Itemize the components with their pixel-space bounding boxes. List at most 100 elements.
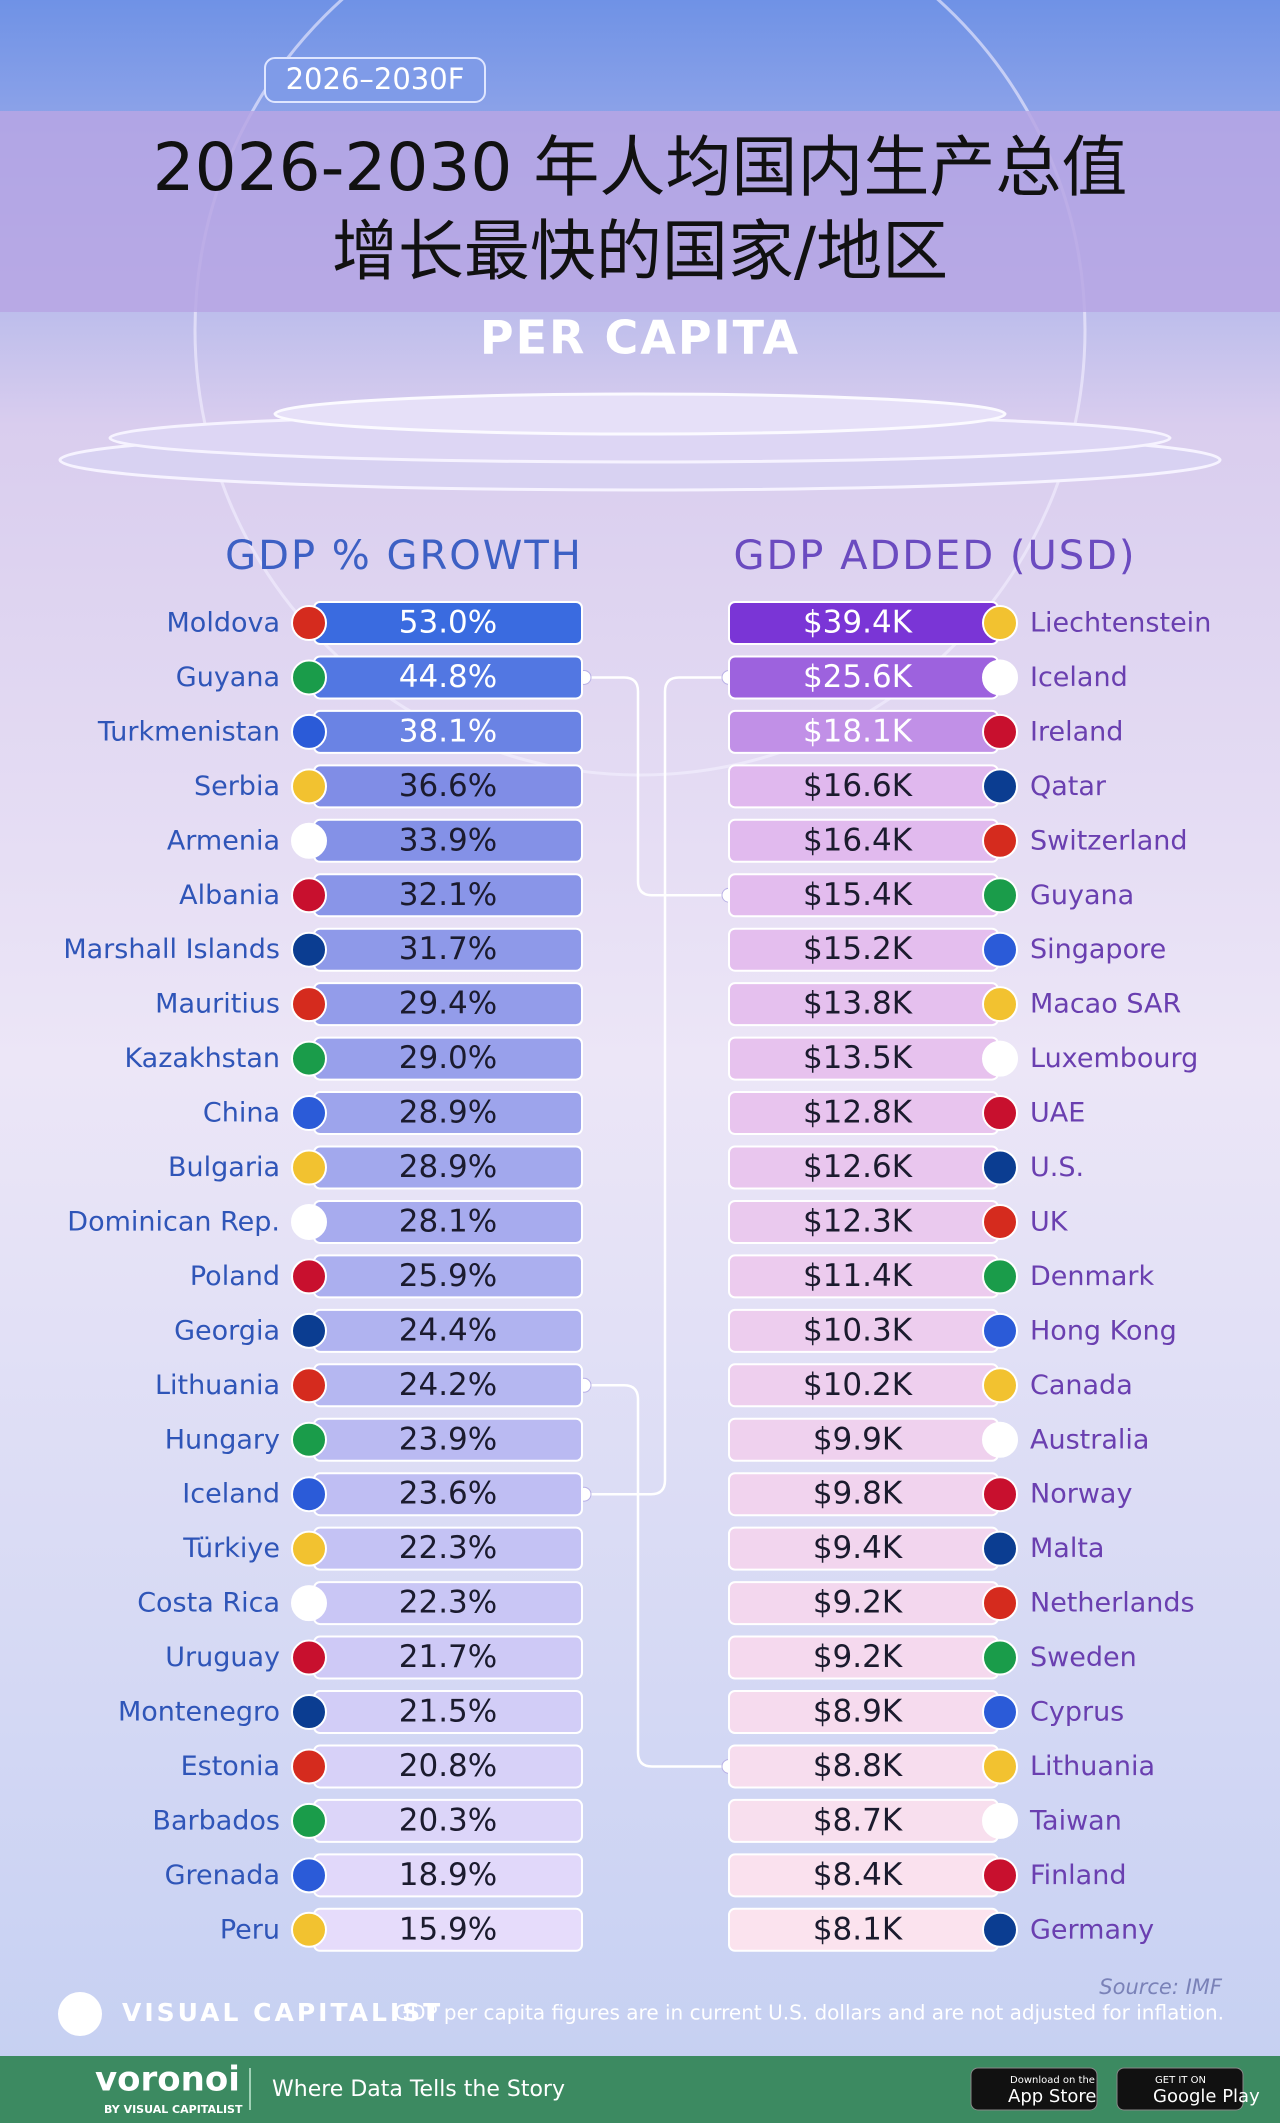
- flag: [291, 1203, 327, 1240]
- value: $9.8K: [813, 1476, 903, 1512]
- flag: [982, 1040, 1018, 1077]
- flag: [291, 986, 327, 1023]
- value: 28.9%: [399, 1149, 497, 1185]
- badge-text: 2026–2030F: [286, 62, 465, 96]
- value: $13.8K: [803, 986, 913, 1022]
- value: 23.6%: [399, 1476, 497, 1512]
- flag: [291, 1748, 327, 1785]
- value: $9.2K: [813, 1585, 903, 1621]
- flag: [982, 659, 1018, 696]
- flag: [982, 1149, 1018, 1186]
- country: Lithuania: [1030, 1751, 1155, 1782]
- value: 32.1%: [399, 877, 497, 913]
- country: Dominican Rep.: [67, 1206, 280, 1237]
- flag: [982, 1802, 1018, 1839]
- value: $39.4K: [803, 605, 913, 641]
- country: Singapore: [1030, 934, 1166, 965]
- flag: [291, 605, 327, 641]
- flag: [291, 1095, 327, 1132]
- country: Iceland: [1030, 662, 1128, 693]
- value: $12.6K: [803, 1149, 913, 1185]
- flag: [291, 1476, 327, 1513]
- value: 25.9%: [399, 1258, 497, 1294]
- country: Georgia: [174, 1315, 280, 1346]
- flag: [291, 1530, 327, 1567]
- flag: [982, 1585, 1018, 1622]
- country: Netherlands: [1030, 1588, 1195, 1619]
- value: 20.8%: [399, 1748, 497, 1784]
- podium: [273, 392, 1007, 436]
- connector: [582, 676, 729, 1496]
- value: $8.7K: [813, 1802, 903, 1838]
- value: 31.7%: [399, 931, 497, 967]
- flag: [982, 1476, 1018, 1513]
- country: Qatar: [1030, 771, 1107, 802]
- rows: 53.0% Moldova 44.8% Guyana 38.1% Turkmenistan…: [63, 601, 1211, 1952]
- flag: [982, 1203, 1018, 1240]
- value: 15.9%: [399, 1911, 497, 1947]
- country: Finland: [1030, 1860, 1126, 1891]
- flag: [291, 1421, 327, 1458]
- column-heading: GDP % GROWTH: [225, 533, 583, 579]
- app-store-button[interactable]: Download on the App Store: [970, 2067, 1098, 2111]
- button-small: Download on the: [1010, 2075, 1095, 2086]
- title-band: [0, 111, 1280, 312]
- title: 2026-2030 年人均国内生产总值: [153, 129, 1128, 206]
- flag: [291, 1694, 327, 1730]
- flag: [291, 877, 327, 914]
- flag: [982, 1312, 1018, 1349]
- value: $9.4K: [813, 1530, 903, 1566]
- value: $16.4K: [803, 822, 913, 858]
- value: 33.9%: [399, 822, 497, 858]
- country: Liechtenstein: [1030, 608, 1211, 639]
- country: Armenia: [167, 825, 280, 856]
- country: Grenada: [165, 1860, 280, 1891]
- value: 22.3%: [399, 1530, 497, 1566]
- country: Canada: [1030, 1370, 1133, 1401]
- flag: [982, 931, 1018, 968]
- button-small: GET IT ON: [1155, 2075, 1206, 2086]
- flag: [982, 768, 1018, 805]
- country: Albania: [179, 880, 280, 911]
- flag: [982, 713, 1018, 750]
- connector: [582, 1384, 729, 1768]
- country: Sweden: [1030, 1642, 1137, 1673]
- flag: [982, 605, 1018, 641]
- google-play-button[interactable]: GET IT ON Google Play: [1116, 2067, 1260, 2111]
- country: Guyana: [176, 662, 280, 693]
- value: 21.7%: [399, 1639, 497, 1675]
- country: Kazakhstan: [124, 1043, 280, 1074]
- flag: [291, 713, 327, 750]
- value: $18.1K: [803, 713, 913, 749]
- flag: [291, 768, 327, 805]
- value: $25.6K: [803, 659, 913, 695]
- value: $12.3K: [803, 1203, 913, 1239]
- flag: [982, 1857, 1018, 1894]
- country: Bulgaria: [168, 1152, 280, 1183]
- column-heading: GDP ADDED (USD): [733, 533, 1136, 579]
- flag: [291, 1367, 327, 1404]
- button-label: Google Play: [1153, 2086, 1260, 2107]
- subtitle: PER CAPITA: [480, 311, 800, 365]
- value: 53.0%: [399, 605, 497, 641]
- flag: [291, 1639, 327, 1676]
- value: $10.2K: [803, 1367, 913, 1403]
- title: 增长最快的国家/地区: [332, 213, 948, 290]
- country: Estonia: [181, 1751, 280, 1782]
- value: 28.9%: [399, 1095, 497, 1131]
- flag: [291, 1802, 327, 1839]
- country: Guyana: [1030, 880, 1134, 911]
- flag: [291, 1585, 327, 1622]
- value: 21.5%: [399, 1694, 497, 1730]
- country: Ireland: [1030, 716, 1123, 747]
- flag: [291, 1312, 327, 1349]
- flag: [982, 1095, 1018, 1132]
- value: 18.9%: [399, 1857, 497, 1893]
- note: GDP per capita figures are in current U.…: [395, 2001, 1224, 2025]
- value: 28.1%: [399, 1203, 497, 1239]
- value: 44.8%: [399, 659, 497, 695]
- value: $12.8K: [803, 1095, 913, 1131]
- button-bg: [970, 2067, 1098, 2111]
